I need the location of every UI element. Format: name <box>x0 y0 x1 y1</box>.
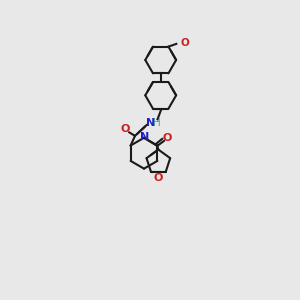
Text: O: O <box>163 133 172 143</box>
Text: H: H <box>153 118 161 128</box>
Text: O: O <box>181 38 189 48</box>
Text: N: N <box>140 131 150 142</box>
Text: O: O <box>154 172 163 182</box>
Text: N: N <box>146 118 156 128</box>
Text: O: O <box>121 124 130 134</box>
